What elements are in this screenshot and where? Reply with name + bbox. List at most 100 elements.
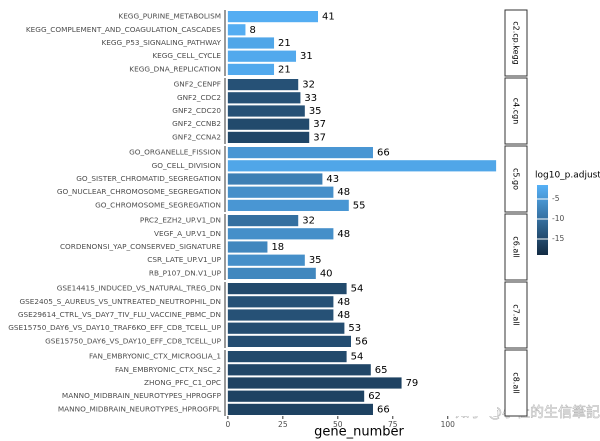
- bar: [227, 199, 349, 211]
- bar: [227, 377, 402, 389]
- panel-content: 32 33 35 37 37: [227, 79, 326, 143]
- y-tick-label: GNF2_CDC2: [177, 93, 221, 102]
- value-label: 65: [375, 365, 388, 376]
- bar: [227, 403, 373, 415]
- x-tick-label: 100: [441, 420, 456, 429]
- bar: [227, 118, 310, 130]
- value-label: 54: [351, 352, 364, 363]
- strip: [504, 213, 528, 281]
- value-label: 40: [320, 268, 333, 279]
- bar: [227, 228, 334, 240]
- bar: [227, 11, 319, 23]
- value-label: 37: [313, 119, 326, 130]
- bar: [227, 131, 310, 143]
- bar: [227, 105, 305, 117]
- y-tick-label: ZHONG_PFC_C1_OPC: [144, 378, 221, 387]
- value-label: 18: [271, 242, 284, 253]
- panel-content: 54 65 79 62 66: [227, 351, 419, 415]
- legend-title: log10_p.adjust: [535, 171, 600, 181]
- strip-label: c8.all: [512, 372, 521, 393]
- bar: [227, 24, 246, 36]
- bar: [227, 254, 305, 266]
- bar: [227, 335, 351, 347]
- colorbar-label: -5: [552, 194, 560, 203]
- panel-content: 41 8 21 31 21: [227, 11, 335, 75]
- y-tick-label: GO_NUCLEAR_CHROMOSOME_SEGREGATION: [57, 187, 221, 196]
- y-tick-label: CSR_LATE_UP.V1_UP: [147, 255, 221, 264]
- value-label: 31: [300, 51, 313, 62]
- bar: [227, 267, 316, 279]
- bar: [227, 351, 347, 363]
- value-label: 56: [355, 336, 368, 347]
- strip: [504, 145, 528, 213]
- y-tick-label: GO_CHROMOSOME_SEGREGATION: [95, 200, 221, 209]
- x-tick-label: 75: [388, 420, 398, 429]
- bar: [227, 322, 345, 334]
- y-tick-label: GNF2_CCNA2: [172, 132, 221, 141]
- strip-label: c4.cgn: [512, 98, 521, 125]
- bar: [227, 92, 301, 104]
- value-label: 48: [337, 229, 350, 240]
- value-label: 33: [304, 93, 317, 104]
- panel-content: 66122434855: [227, 147, 497, 211]
- colorbar-label: -15: [552, 234, 564, 243]
- bar: [227, 390, 365, 402]
- y-tick-label: MANNO_MIDBRAIN_NEUROTYPES_HPROGFP: [62, 391, 222, 400]
- strip-label: c5.go: [512, 168, 521, 190]
- y-tick-label: GSE2405_S_AUREUS_VS_UNTREATED_NEUTROPHIL…: [19, 297, 221, 306]
- bar: [227, 309, 334, 321]
- strip: [504, 9, 528, 77]
- value-label: 8: [249, 25, 255, 36]
- value-label: 21: [278, 38, 291, 49]
- y-tick-label: GNF2_CENPF: [174, 80, 221, 89]
- y-tick-label: MANNO_MIDBRAIN_NEUROTYPES_HPROGFPL: [58, 404, 222, 413]
- strip: [504, 349, 528, 417]
- bar: [227, 241, 268, 253]
- y-tick-label: FAN_EMBRYONIC_CTX_NSC_2: [115, 365, 221, 374]
- bar: [227, 186, 334, 198]
- y-tick-label: KEGG_DNA_REPLICATION: [129, 64, 221, 73]
- bar: [227, 37, 275, 49]
- value-label: 53: [348, 323, 361, 334]
- bar: [227, 63, 275, 75]
- x-tick-label: 0: [225, 420, 230, 429]
- value-label: 48: [337, 297, 350, 308]
- value-label: 43: [326, 174, 339, 185]
- value-label: 41: [322, 12, 335, 23]
- value-label: 48: [337, 310, 350, 321]
- panel-content: 32 48 18 35 40: [227, 215, 350, 279]
- bar: [227, 50, 297, 62]
- value-label: 54: [351, 284, 364, 295]
- value-label: 35: [309, 106, 322, 117]
- value-label: 66: [377, 148, 390, 159]
- x-axis-title: gene_number: [314, 425, 404, 440]
- strip-label: c6.all: [512, 236, 521, 257]
- value-label: 32: [302, 80, 315, 91]
- y-tick-label: GO_ORGANELLE_FISSION: [129, 148, 221, 157]
- bar: [227, 160, 497, 172]
- y-tick-label: VEGF_A_UP.V1_DN: [154, 229, 221, 238]
- bar: [227, 215, 299, 227]
- y-tick-label: PRC2_EZH2_UP.V1_DN: [140, 216, 221, 225]
- value-label: 48: [337, 187, 350, 198]
- colorbar: [537, 185, 548, 255]
- y-tick-label: CORDENONSI_YAP_CONSERVED_SIGNATURE: [60, 242, 221, 251]
- y-tick-label: KEGG_COMPLEMENT_AND_COAGULATION_CASCADES: [26, 25, 221, 34]
- y-tick-label: GSE15750_DAY6_VS_DAY10_TRAF6KO_EFF_CD8_T…: [8, 323, 221, 332]
- strip: [504, 281, 528, 349]
- colorbar-label: -10: [552, 214, 564, 223]
- y-tick-label: FAN_EMBRYONIC_CTX_MICROGLIA_1: [89, 352, 221, 361]
- y-tick-label: GNF2_CDC20: [172, 106, 221, 115]
- y-tick-label: GO_CELL_DIVISION: [152, 161, 221, 170]
- y-tick-label: GSE29614_CTRL_VS_DAY7_TIV_FLU_VACCINE_PB…: [18, 310, 221, 319]
- y-tick-label: KEGG_PURINE_METABOLISM: [118, 12, 221, 21]
- value-label: 66: [377, 404, 390, 415]
- value-label: 62: [368, 391, 381, 402]
- value-label: 35: [309, 255, 322, 266]
- value-label: 55: [353, 200, 366, 211]
- strip-label: c7.all: [512, 304, 521, 325]
- y-tick-label: GNF2_CCNB2: [172, 119, 221, 128]
- value-label: 79: [406, 378, 419, 389]
